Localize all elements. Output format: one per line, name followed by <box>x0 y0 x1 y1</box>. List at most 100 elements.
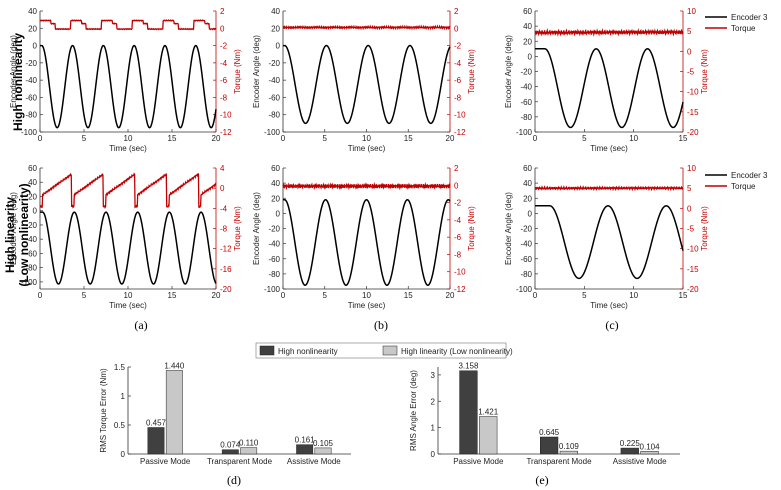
bar-value-label: 1.421 <box>478 408 499 417</box>
y2-tick-label: 2 <box>220 7 225 16</box>
y-tick-label: -20 <box>268 59 280 68</box>
y-tick-label: -60 <box>520 255 532 264</box>
legend-torque-label: Torque <box>731 24 756 33</box>
x-tick-label: 0 <box>38 134 43 143</box>
x-tick-label: 20 <box>446 291 455 300</box>
y-tick-label: -20 <box>25 221 37 230</box>
bar-value-label: 3.158 <box>458 362 479 371</box>
bar-legend: High nonlinearity High linearity (Low no… <box>255 342 513 359</box>
x-tick-label: 5 <box>323 134 328 143</box>
y-tick-label: 1 <box>431 424 436 433</box>
y-tick-label: -100 <box>21 128 38 137</box>
y-axis-label: Encoder Angle (deg) <box>9 35 18 108</box>
plot-c-high-nonlinearity: 0 5 10 15 -100 -80 -60 -40 -20 0 20 40 60 -20 -15 -10 -5… <box>504 7 709 153</box>
caption-a: (a) <box>134 318 147 332</box>
y-tick-label: 3 <box>431 371 436 380</box>
plot-b-high-nonlinearity: 0 5 10 15 20-100-80-60-40-2002040-12-10-8-6-… <box>252 7 476 153</box>
x-tick-label: 10 <box>124 291 133 300</box>
encoder-series-line <box>535 205 684 280</box>
y-tick-label: -100 <box>516 128 533 137</box>
y2-tick-label: 4 <box>220 164 225 173</box>
y-axis-label: Encoder Angle (deg) <box>504 192 513 265</box>
y-tick-label: -100 <box>516 285 533 294</box>
y-tick-label: 60 <box>523 7 532 16</box>
encoder-series-line <box>283 198 451 286</box>
y-tick-label: -20 <box>268 225 280 234</box>
x-axis-label: Time (sec) <box>348 144 386 153</box>
torque-series-line <box>534 27 684 37</box>
y2-tick-label: -10 <box>454 268 466 277</box>
row-label-high-nonlinearity: High nonlinearity <box>11 33 25 131</box>
y-tick-label: 20 <box>271 24 280 33</box>
legend-high-nonlinearity-label: High nonlinearity <box>278 347 338 356</box>
y2-tick-label: 0 <box>454 181 459 190</box>
y2-tick-label: 0 <box>220 24 225 33</box>
y2-tick-label: -15 <box>687 265 699 274</box>
x-tick-label: 15 <box>404 134 413 143</box>
encoder-series-line <box>283 44 451 125</box>
x-tick-label: 5 <box>582 291 587 300</box>
y2-tick-label: -4 <box>220 59 228 68</box>
torque-series-line <box>39 19 217 31</box>
y2-tick-label: 2 <box>454 7 459 16</box>
legend-high-linearity-label: High linearity (Low nonlinearity) <box>401 347 513 356</box>
bar-value-label: 0.645 <box>539 428 560 437</box>
x-tick-label: 5 <box>323 291 328 300</box>
x-tick-label: 5 <box>82 134 87 143</box>
bar-value-label: 0.225 <box>620 439 641 448</box>
plot-c-high-linearity: 0 5 10 15 -100 -80 -60 -40 -20 0 20 40 60 -20 -15 -10 -5… <box>504 164 709 310</box>
y-tick-label: 20 <box>28 24 37 33</box>
x-axis-label: Time (sec) <box>590 144 628 153</box>
bar-value-label: 0.104 <box>640 442 661 451</box>
y2-tick-label: -12 <box>454 285 466 294</box>
torque-series-line <box>282 24 451 31</box>
bar-high-nonlinearity <box>147 427 165 455</box>
y-tick-label: -80 <box>268 270 280 279</box>
y-tick-label: -100 <box>264 128 281 137</box>
bar-chart-d: 0 0.5 1 1.5 RMS Torque Error (Nm) Passive Mod… <box>99 361 351 466</box>
x-tick-label: 0 <box>533 134 538 143</box>
y2-axis-label: Torque (Nm) <box>233 49 242 94</box>
y2-tick-label: 10 <box>687 7 696 16</box>
x-tick-label: 15 <box>679 134 688 143</box>
bar-high-nonlinearity <box>221 449 239 455</box>
y2-tick-label: -15 <box>687 108 699 117</box>
y2-tick-label: 10 <box>687 164 696 173</box>
x-tick-label: 20 <box>446 134 455 143</box>
category-label: Assistive Mode <box>287 457 341 466</box>
caption-e: (e) <box>535 473 548 487</box>
y2-tick-label: -6 <box>454 233 462 242</box>
y2-tick-label: 0 <box>687 47 692 56</box>
caption-d: (d) <box>227 473 241 487</box>
encoder-series-line <box>535 48 684 129</box>
y2-tick-label: -2 <box>454 42 462 51</box>
y2-tick-label: -8 <box>454 250 462 259</box>
y-tick-label: -80 <box>520 113 532 122</box>
x-tick-label: 5 <box>582 134 587 143</box>
y2-tick-label: -20 <box>687 128 699 137</box>
y-tick-label: 20 <box>523 37 532 46</box>
y2-tick-label: -8 <box>220 93 228 102</box>
y2-axis-label: Torque (Nm) <box>700 206 709 251</box>
bar-value-label: 0.074 <box>220 441 241 450</box>
y-tick-label: 40 <box>28 178 37 187</box>
y2-tick-label: -8 <box>454 93 462 102</box>
y2-tick-label: -10 <box>454 111 466 120</box>
y-tick-label: -80 <box>25 264 37 273</box>
x-tick-label: 15 <box>679 291 688 300</box>
x-tick-label: 10 <box>629 291 638 300</box>
category-label: Transparent Mode <box>207 457 273 466</box>
legend-top: Encoder 3 Torque <box>705 13 768 33</box>
torque-series-line <box>39 172 217 210</box>
x-tick-label: 0 <box>533 291 538 300</box>
caption-c: (c) <box>605 318 618 332</box>
y-tick-label: 60 <box>28 164 37 173</box>
y2-tick-label: -20 <box>220 285 232 294</box>
row-label-low-nonlinearity: (Low nonlinearity) <box>17 183 31 286</box>
y2-tick-label: 0 <box>454 24 459 33</box>
y2-axis-label: Torque (Nm) <box>700 49 709 94</box>
y-tick-label: -80 <box>520 270 532 279</box>
bar-high-linearity <box>640 451 659 455</box>
bar-value-label: 1.440 <box>164 361 185 370</box>
